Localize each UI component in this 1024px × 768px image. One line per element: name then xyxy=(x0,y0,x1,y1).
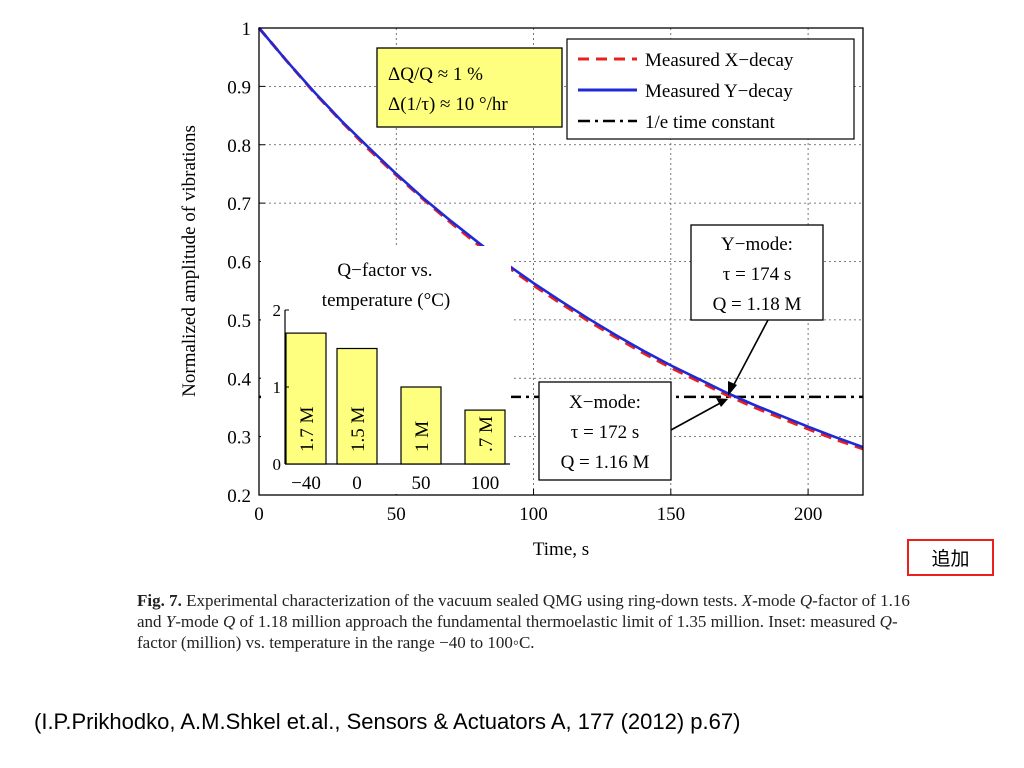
x-axis-label: Time, s xyxy=(533,539,589,560)
y-tick-label: 0.9 xyxy=(227,77,251,98)
caption-text-4: -mode xyxy=(175,612,223,631)
inset-bar xyxy=(400,386,442,465)
y-mode-tau: τ = 174 s xyxy=(723,264,792,285)
series-line-y-decay xyxy=(258,27,864,449)
caption-text-3: -factor of 1.16 and xyxy=(137,591,910,631)
x-mode-arrow xyxy=(670,400,725,431)
caption-q-symbol-2: Q xyxy=(222,612,236,631)
inset-y-tick-label: 2 xyxy=(273,301,282,320)
inset-bar-label: 1.5 M xyxy=(348,407,369,453)
caption-x-symbol: X xyxy=(741,591,753,610)
y-tick-label: 1 xyxy=(242,19,252,40)
legend-label-y-decay: Measured Y−decay xyxy=(645,81,793,102)
inset-bar xyxy=(464,409,506,465)
y-mode-arrow xyxy=(729,319,769,393)
x-mode-title: X−mode: xyxy=(569,392,641,413)
legend-label-x-decay: Measured X−decay xyxy=(645,50,794,71)
y-mode-annotation: Y−mode: τ = 174 s Q = 1.18 M xyxy=(690,224,824,396)
figure-caption: Fig. 7. Experimental characterization of… xyxy=(137,590,917,653)
citation-credit: (I.P.Prikhodko, A.M.Shkel et.al., Sensor… xyxy=(34,709,741,734)
axis-ticks: 0.20.30.40.50.60.70.80.910 50 100 150 200 xyxy=(227,19,822,525)
x-mode-box xyxy=(538,381,672,481)
x-tick-label: 50 xyxy=(387,504,406,525)
y-tick-label: 0.3 xyxy=(227,428,251,449)
inset-bar xyxy=(336,347,378,465)
y-tick-label: 0.7 xyxy=(227,194,251,215)
inset-bars: 1.7 M 1.5 M 1 M .7 M xyxy=(285,332,506,465)
y-mode-q: Q = 1.18 M xyxy=(713,294,802,315)
inset-y-tick-label: 1 xyxy=(273,378,282,397)
y-mode-title: Y−mode: xyxy=(721,234,793,255)
y-mode-arrowhead xyxy=(728,381,737,396)
y-tick-label: 0.5 xyxy=(227,311,251,332)
delta-tau-text: Δ(1/τ) ≈ 10 °/hr xyxy=(388,94,508,115)
inset-category-label: 100 xyxy=(471,473,500,494)
decay-chart: 0.20.30.40.50.60.70.80.910 50 100 150 200 Ti… xyxy=(179,19,864,560)
y-tick-label: 0.4 xyxy=(227,369,251,390)
inset-category-label: 0 xyxy=(352,473,362,494)
inset-ticks: −40 0 50 100 0 1 2 xyxy=(273,301,500,494)
y-tick-label: 0.2 xyxy=(227,486,251,507)
caption-text-6: -factor (million) vs. temperature in the… xyxy=(137,612,898,652)
inset-title-line1: Q−factor vs. xyxy=(337,260,432,281)
x-mode-arrowhead xyxy=(716,398,728,407)
legend-label-1e: 1/e time constant xyxy=(645,112,776,133)
y-axis-label: Normalized amplitude of vibrations xyxy=(179,125,200,397)
caption-y-symbol: Y xyxy=(165,612,176,631)
x-mode-tau: τ = 172 s xyxy=(571,422,640,443)
inset-y-tick-label: 0 xyxy=(273,455,282,474)
inset-chart: Q−factor vs. temperature (°C) 1.7 M 1.5 M… xyxy=(261,246,511,494)
caption-text-5: of 1.18 million approach the fundamental… xyxy=(235,612,880,631)
x-tick-label: 0 xyxy=(254,504,264,525)
x-tick-label: 100 xyxy=(519,504,548,525)
addition-tag: 追加 xyxy=(907,539,994,576)
delta-q-text: ΔQ/Q ≈ 1 % xyxy=(388,64,483,85)
inset-bar-label: .7 M xyxy=(476,416,497,452)
delta-annotation-box xyxy=(376,47,563,128)
inset-category-label: 50 xyxy=(412,473,431,494)
caption-text-1: Experimental characterization of the vac… xyxy=(181,591,742,610)
caption-q-symbol-1: Q xyxy=(799,591,813,610)
x-mode-annotation: X−mode: τ = 172 s Q = 1.16 M xyxy=(538,381,728,481)
inset-bar xyxy=(285,332,327,465)
x-tick-label: 200 xyxy=(794,504,823,525)
caption-figure-label: Fig. 7. xyxy=(137,591,182,610)
x-mode-q: Q = 1.16 M xyxy=(561,452,650,473)
delta-annotation: ΔQ/Q ≈ 1 % Δ(1/τ) ≈ 10 °/hr xyxy=(376,47,563,128)
inset-bar-label: 1 M xyxy=(412,421,433,452)
y-tick-label: 0.8 xyxy=(227,136,251,157)
inset-title-line2: temperature (°C) xyxy=(322,290,450,311)
caption-q-symbol-3: Q xyxy=(879,612,892,631)
legend: Measured X−decay Measured Y−decay 1/e ti… xyxy=(566,38,855,140)
x-tick-label: 150 xyxy=(657,504,686,525)
inset-bar-label: 1.7 M xyxy=(297,407,318,453)
y-mode-box xyxy=(690,224,824,321)
inset-category-label: −40 xyxy=(291,473,321,494)
y-tick-label: 0.6 xyxy=(227,253,251,274)
caption-text-2: -mode xyxy=(752,591,800,610)
